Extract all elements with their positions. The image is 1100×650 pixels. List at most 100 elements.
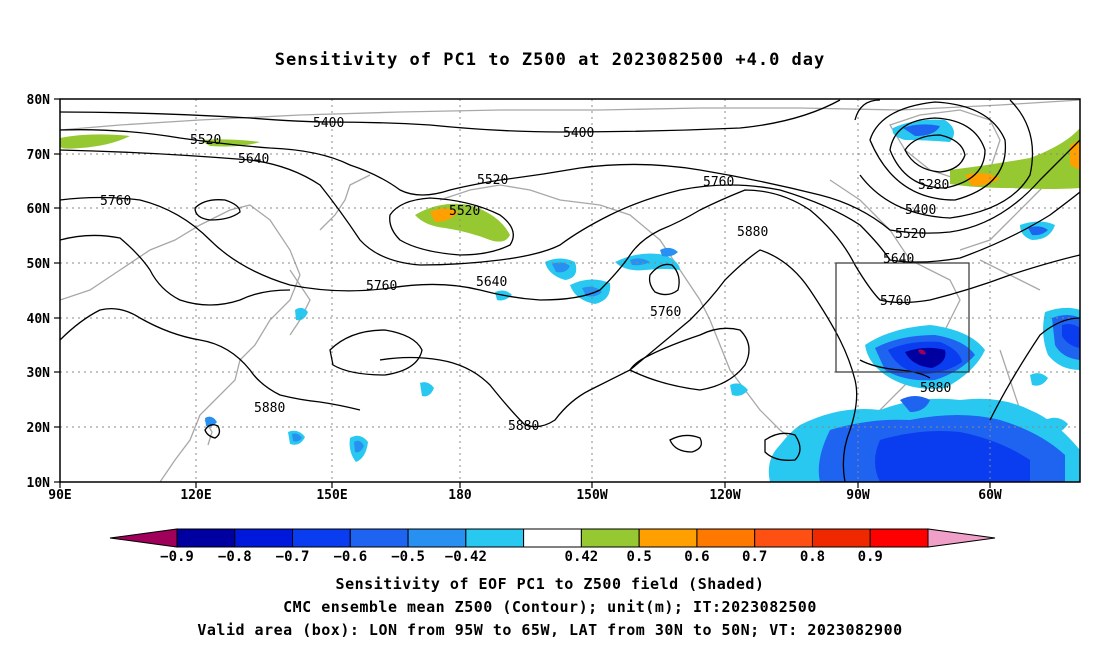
contour-label: 5400	[563, 126, 594, 141]
colorbar-swatch	[292, 528, 351, 548]
lat-label: 20N	[27, 421, 51, 436]
lon-axis-labels: 90E 120E 150E 180 150W 120W 90W 60W	[48, 488, 1002, 503]
colorbar-label: 0.6	[684, 549, 709, 565]
colorbar-label: 0.5	[627, 549, 652, 565]
colorbar-label: −0.7	[276, 549, 310, 565]
colorbar-label: 0.42	[565, 549, 599, 565]
caption-line-2: CMC ensemble mean Z500 (Contour); unit(m…	[283, 598, 817, 616]
colorbar-min-triangle	[109, 528, 178, 548]
contour-small-6	[204, 424, 221, 439]
lon-label: 90E	[48, 488, 71, 503]
colorbar-swatch	[349, 528, 409, 548]
colorbar-swatch	[638, 528, 698, 548]
contour-5520	[60, 129, 1080, 234]
colorbar-label: −0.6	[333, 549, 367, 565]
colorbar-swatch	[465, 528, 525, 548]
lon-label: 150W	[576, 488, 607, 503]
lon-label: 120E	[180, 488, 211, 503]
contour-label: 5400	[905, 203, 936, 218]
graticule	[60, 99, 1080, 482]
contour-5520-b	[389, 197, 514, 256]
colorbar-swatch	[811, 528, 871, 548]
colorbar-swatch	[407, 528, 467, 548]
colorbar-label: 0.7	[742, 549, 767, 565]
contour-label: 5520	[190, 133, 221, 148]
colorbar-max-triangle	[927, 528, 996, 548]
colorbar-label: 0.8	[800, 549, 825, 565]
colorbar-swatch	[580, 528, 640, 548]
contour-label: 5760	[880, 294, 911, 309]
colorbar-swatch	[869, 528, 929, 548]
contour-label: 5760	[100, 194, 131, 209]
lon-label: 150E	[316, 488, 347, 503]
contour-label: 5640	[238, 152, 269, 167]
lat-label: 70N	[27, 148, 51, 163]
contour-5880	[60, 307, 361, 411]
contour-small-5	[669, 434, 703, 453]
colorbar-label: −0.42	[445, 549, 487, 565]
lon-label: 90W	[846, 488, 870, 503]
shade-orange-bering	[430, 208, 458, 222]
colorbar-swatch	[754, 528, 813, 548]
colorbar-label: 0.9	[858, 549, 883, 565]
contour-labels: 5400 5400 5520 5640 5520 5520 5760 5760 …	[100, 116, 951, 434]
contour-label: 5760	[703, 175, 734, 190]
map-frame	[59, 98, 1081, 483]
colorbar-labels: −0.9 −0.8 −0.7 −0.6 −0.5 −0.42 0.42 0.5 0.6 0.7 0.…	[160, 549, 883, 565]
contour-small-2	[194, 199, 241, 221]
lat-label: 60N	[27, 202, 51, 217]
colorbar-label: −0.9	[160, 549, 194, 565]
lon-label: 60W	[978, 488, 1002, 503]
lat-label: 80N	[27, 93, 51, 108]
caption-line-3: Valid area (box): LON from 95W to 65W, L…	[197, 621, 903, 639]
lon-ticks	[59, 482, 991, 488]
lon-label: 180	[448, 488, 472, 503]
shade-green-arctic-left	[60, 134, 130, 149]
contour-greenland-4	[854, 99, 1034, 219]
colorbar-swatch	[234, 528, 294, 548]
contour-small-4	[764, 432, 801, 461]
colorbar-swatch	[523, 528, 582, 548]
lat-label: 30N	[27, 366, 51, 381]
contour-label: 5880	[508, 419, 539, 434]
contour-5760-b	[60, 234, 291, 306]
sensitivity-shading	[60, 119, 1080, 482]
z500-contours	[60, 99, 1080, 482]
contour-label: 5520	[895, 227, 926, 242]
contour-greenland-1	[904, 134, 966, 173]
map-title: Sensitivity of PC1 to Z500 at 2023082500…	[274, 50, 826, 70]
contour-label: 5760	[366, 279, 397, 294]
contour-label: 5520	[449, 204, 480, 219]
contour-greenland-3	[869, 101, 1007, 201]
lat-label: 50N	[27, 257, 51, 272]
contour-label: 5640	[883, 252, 914, 267]
lat-ticks	[54, 98, 60, 483]
contour-5400	[60, 99, 841, 133]
colorbar-label: −0.5	[391, 549, 425, 565]
valid-area-box	[835, 262, 970, 373]
contour-small-1	[329, 329, 423, 376]
contour-small-3	[648, 263, 680, 296]
contour-label: 5400	[313, 116, 344, 131]
contour-label: 5880	[737, 225, 768, 240]
lon-label: 120W	[709, 488, 740, 503]
contour-label: 5880	[254, 401, 285, 416]
lat-label: 40N	[27, 312, 51, 327]
caption-line-1: Sensitivity of EOF PC1 to Z500 field (Sh…	[335, 575, 765, 593]
colorbar	[109, 528, 996, 548]
colorbar-label: −0.8	[218, 549, 252, 565]
contour-label: 5280	[918, 178, 949, 193]
contour-greenland-2	[889, 117, 986, 189]
contour-5760	[60, 189, 1080, 304]
contour-label: 5880	[920, 381, 951, 396]
contour-label: 5520	[477, 173, 508, 188]
contour-label: 5760	[650, 305, 681, 320]
lat-label: 10N	[27, 476, 51, 491]
contour-5640	[60, 149, 1080, 266]
contour-label: 5640	[476, 275, 507, 290]
colorbar-swatch	[696, 528, 756, 548]
lat-axis-labels: 80N 70N 60N 50N 40N 30N 20N 10N	[27, 93, 51, 491]
colorbar-swatch	[176, 528, 236, 548]
contour-5880-b	[379, 249, 858, 482]
